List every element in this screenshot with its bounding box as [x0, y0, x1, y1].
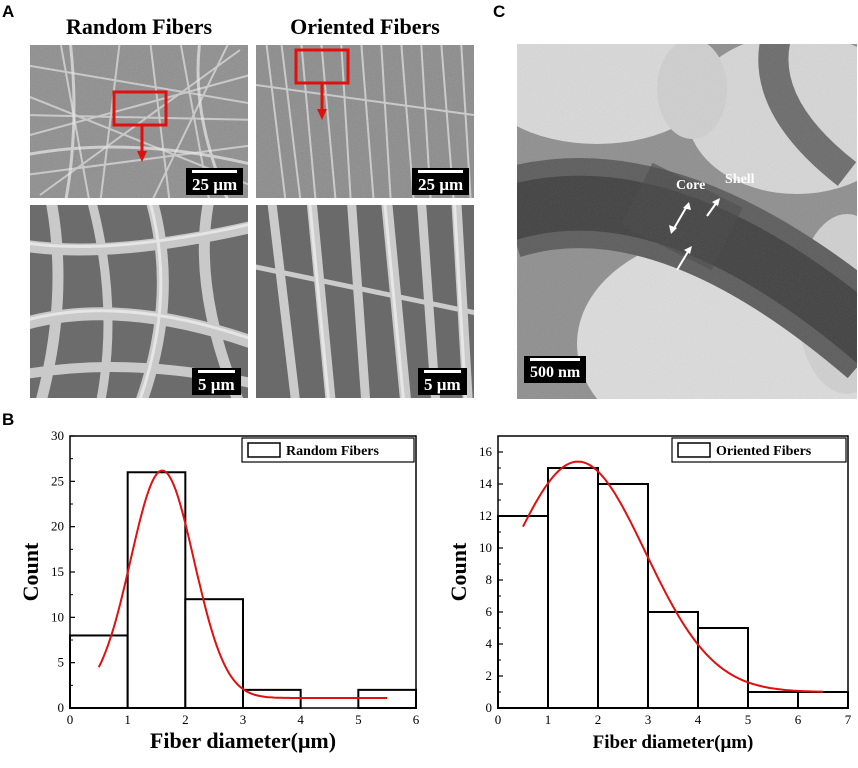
y-tick-label: 2 [486, 668, 493, 683]
legend-label: Random Fibers [286, 444, 380, 459]
x-tick-label: 2 [595, 712, 602, 727]
legend-swatch [247, 442, 281, 458]
histogram-oriented-fibers: 0 1 2 3 4 5 6 7 0 2 4 6 8 10 12 14 16 Oriented Fibers Fibe… [430, 420, 858, 768]
histogram-bar [647, 611, 699, 709]
oriented-zoom-marker [294, 48, 350, 120]
y-tick-label: 6 [486, 604, 493, 619]
y-axis-label: Count [446, 542, 471, 601]
random-fibers-title: Random Fibers [65, 14, 213, 39]
x-tick-label: 0 [495, 712, 502, 727]
scale-bar-oriented-low: 25 µm [412, 168, 470, 195]
histogram-bar [497, 515, 549, 709]
scale-bar-oriented-high: 5 µm [418, 368, 467, 395]
y-tick-label: 20 [51, 519, 64, 534]
histogram-bar [747, 691, 799, 709]
oriented-fibers-title: Oriented Fibers [290, 14, 440, 39]
x-tick-label: 4 [695, 712, 702, 727]
x-tick-label: 1 [545, 712, 552, 727]
panel-a-letter: A [2, 2, 15, 21]
histogram-bar [184, 598, 244, 709]
x-tick-label: 0 [67, 712, 74, 727]
x-tick-label: 3 [645, 712, 652, 727]
y-tick-label: 12 [479, 508, 492, 523]
y-tick-label: 10 [479, 540, 492, 555]
scale-bar-random-high: 5 µm [192, 368, 241, 395]
histogram-bar [597, 483, 649, 709]
x-tick-label: 5 [745, 712, 752, 727]
x-tick-label: 5 [355, 712, 362, 727]
y-tick-label: 30 [51, 428, 64, 443]
legend-swatch [677, 442, 711, 458]
sem-oriented-low-mag [256, 45, 474, 198]
x-tick-label: 7 [845, 712, 852, 727]
panel-b-letter: B [2, 410, 15, 429]
random-zoom-marker [112, 90, 168, 162]
histogram-random-fibers: 0 1 2 3 4 5 6 0 5 10 15 20 25 30 Random Fibers Fiber di… [0, 420, 430, 768]
x-tick-label: 1 [124, 712, 131, 727]
histogram-bar [797, 691, 849, 709]
plot-frame [497, 435, 849, 709]
core-label: Core [676, 178, 706, 193]
sem-random-high-mag [30, 205, 248, 398]
x-tick-label: 2 [182, 712, 189, 727]
y-tick-label: 15 [51, 564, 64, 579]
panel-c-letter: C [493, 2, 506, 21]
histogram-bar [69, 634, 129, 709]
y-tick-label: 8 [486, 572, 493, 587]
y-tick-label: 4 [486, 636, 493, 651]
x-tick-label: 3 [240, 712, 247, 727]
gaussian-fit-curve [97, 469, 388, 699]
y-axis-label: Count [18, 542, 43, 601]
y-tick-label: 16 [479, 444, 493, 459]
shell-label: Shell [725, 172, 755, 187]
histogram-bar [547, 467, 599, 709]
scale-bar-random-low: 25 µm [186, 168, 244, 195]
y-tick-label: 0 [486, 700, 493, 715]
y-tick-label: 10 [51, 609, 64, 624]
gaussian-fit-curve [522, 460, 824, 693]
x-tick-label: 6 [795, 712, 802, 727]
y-tick-label: 5 [58, 655, 65, 670]
y-tick-label: 25 [51, 473, 64, 488]
legend-label: Oriented Fibers [716, 444, 812, 459]
x-tick-label: 6 [413, 712, 420, 727]
scale-bar-tem: 500 nm [524, 356, 587, 383]
y-tick-label: 14 [479, 476, 493, 491]
x-axis-label: Fiber diameter(μm) [593, 732, 754, 753]
x-tick-label: 4 [297, 712, 304, 727]
tem-core-shell-image [517, 44, 857, 399]
x-axis-label: Fiber diameter(μm) [150, 728, 336, 753]
histogram-bar [126, 471, 187, 710]
y-tick-label: 0 [58, 700, 65, 715]
